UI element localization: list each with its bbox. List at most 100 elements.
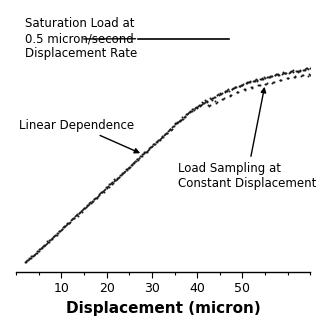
Point [246,79,252,84]
Point [26,257,31,262]
Point [244,81,249,86]
Point [165,129,171,134]
Point [75,211,80,216]
Point [245,80,250,85]
Point [219,90,224,95]
Point [106,184,111,189]
Point [48,236,53,241]
Point [132,159,137,164]
Point [234,90,239,95]
Point [123,167,128,172]
Point [179,116,184,121]
Point [214,99,219,104]
Point [253,78,258,84]
Point [231,86,236,91]
Point [142,149,147,155]
Point [202,99,207,104]
Point [113,178,118,183]
Point [150,141,156,146]
Point [183,112,188,117]
Point [226,86,231,92]
Point [219,92,224,97]
Point [105,184,110,189]
Point [62,223,67,228]
Point [76,210,81,215]
Point [154,140,159,145]
Point [162,132,167,137]
Point [183,113,188,118]
Point [114,176,119,181]
Point [246,80,251,85]
Point [307,71,312,76]
Point [132,159,138,164]
Point [30,254,35,259]
Point [126,164,131,170]
Point [25,257,30,262]
Point [217,91,222,96]
Point [238,83,243,88]
Point [53,232,58,237]
Point [78,209,84,214]
Point [175,120,180,125]
Point [182,115,187,120]
Point [241,82,246,87]
Point [276,72,282,77]
Point [139,154,144,159]
Point [286,70,292,75]
Point [215,92,220,98]
Point [60,225,66,230]
Point [289,68,294,74]
Point [196,103,201,108]
Point [284,76,289,81]
Point [73,214,78,219]
Point [267,74,272,79]
Point [64,222,69,227]
Point [275,72,280,77]
Point [271,79,276,84]
Point [218,91,223,96]
Point [193,106,198,111]
Point [67,220,72,225]
Text: Load Sampling at
Constant Displacement: Load Sampling at Constant Displacement [178,88,316,190]
Point [210,97,215,102]
Point [50,234,55,239]
Point [137,156,142,161]
Point [151,141,156,147]
Point [98,191,103,196]
Point [296,68,301,73]
Point [124,168,129,173]
Point [297,68,302,73]
Point [274,71,279,76]
Point [270,80,275,85]
Point [34,250,39,255]
Point [284,70,289,76]
Point [68,220,73,225]
Point [159,134,164,139]
Point [220,96,226,101]
Point [108,181,113,187]
Point [134,156,139,162]
Point [201,100,206,105]
Point [36,249,41,254]
Point [229,86,234,92]
Point [81,205,86,211]
Point [91,197,96,202]
Point [107,182,112,187]
Point [244,81,249,86]
Point [293,69,299,74]
Point [42,242,47,247]
Point [92,196,97,201]
Point [288,69,293,74]
Point [156,138,161,143]
Point [95,193,100,198]
Point [168,126,173,131]
Point [211,95,216,100]
Point [204,98,209,103]
Point [306,73,311,78]
Point [155,138,160,143]
Point [259,76,264,82]
Point [240,82,245,87]
Point [33,251,38,256]
Point [261,75,267,80]
Point [62,224,68,229]
